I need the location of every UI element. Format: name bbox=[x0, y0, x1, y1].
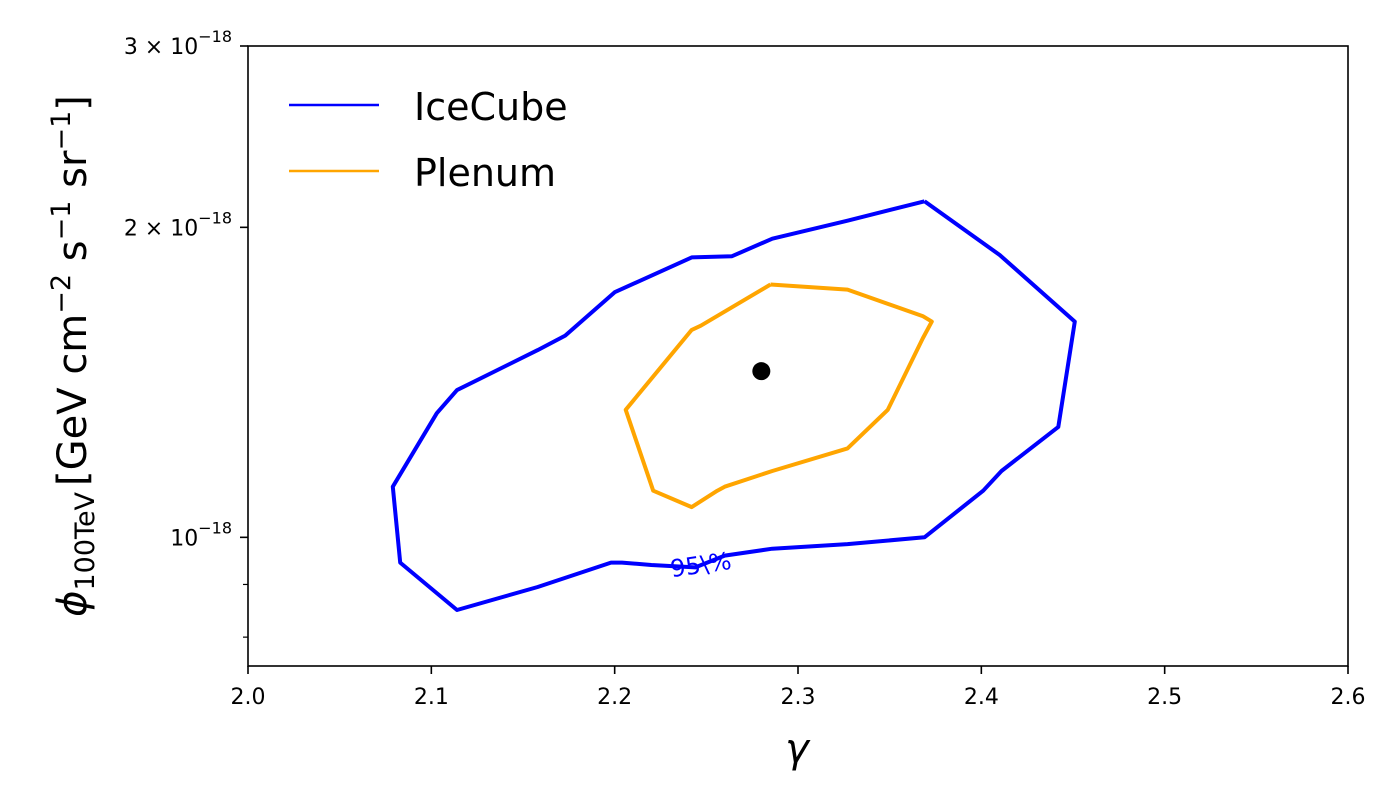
y-tick-label: 3 × 10−18 bbox=[124, 27, 232, 60]
y-tick-base: 10 bbox=[170, 526, 198, 551]
y-label-mid1: s bbox=[50, 240, 96, 274]
legend: IceCube Plenum bbox=[289, 85, 568, 195]
x-axis-ticks: 2.0 2.1 2.2 2.3 2.4 2.5 2.6 bbox=[231, 666, 1366, 710]
y-tick-base: 3 × 10 bbox=[124, 35, 198, 60]
legend-label-icecube: IceCube bbox=[414, 85, 568, 129]
y-tick-exponent: −18 bbox=[198, 208, 232, 227]
y-tick-exponent: −18 bbox=[198, 518, 232, 537]
series-layer bbox=[390, 199, 1077, 612]
x-tick-label: 2.5 bbox=[1147, 685, 1182, 710]
legend-label-plenum: Plenum bbox=[414, 151, 556, 195]
x-tick-label: 2.0 bbox=[231, 685, 266, 710]
y-axis-label: ϕ100TeV[GeV cm−2 s−1 sr−1] bbox=[46, 95, 101, 617]
y-tick-base: 2 × 10 bbox=[124, 216, 198, 241]
x-axis-label: γ bbox=[785, 726, 811, 772]
y-label-symbol: ϕ bbox=[50, 591, 96, 617]
contour-plenum bbox=[623, 282, 934, 510]
y-tick-label: 10−18 bbox=[170, 518, 232, 551]
plot-background bbox=[248, 46, 1348, 666]
y-label-units: [GeV cm bbox=[50, 314, 96, 486]
contour-icecube bbox=[390, 199, 1077, 612]
y-tick-exponent: −18 bbox=[198, 27, 232, 46]
x-tick-label: 2.6 bbox=[1331, 685, 1366, 710]
x-tick-label: 2.2 bbox=[597, 685, 632, 710]
y-label-suffix: ] bbox=[50, 95, 96, 111]
best-fit-point bbox=[752, 362, 771, 381]
y-label-exp2: −1 bbox=[46, 201, 77, 241]
x-tick-label: 2.1 bbox=[414, 685, 449, 710]
x-tick-label: 2.4 bbox=[964, 685, 999, 710]
y-tick-label: 2 × 10−18 bbox=[124, 208, 232, 241]
y-axis-ticks: 10−182 × 10−183 × 10−18 bbox=[124, 27, 248, 638]
x-tick-label: 2.3 bbox=[781, 685, 816, 710]
y-label-exp3: −1 bbox=[46, 111, 77, 151]
y-label-mid2: sr bbox=[50, 150, 96, 201]
y-label-exp1: −2 bbox=[46, 274, 77, 314]
y-label-subscript: 100TeV bbox=[70, 491, 101, 590]
marker-layer bbox=[752, 362, 771, 381]
